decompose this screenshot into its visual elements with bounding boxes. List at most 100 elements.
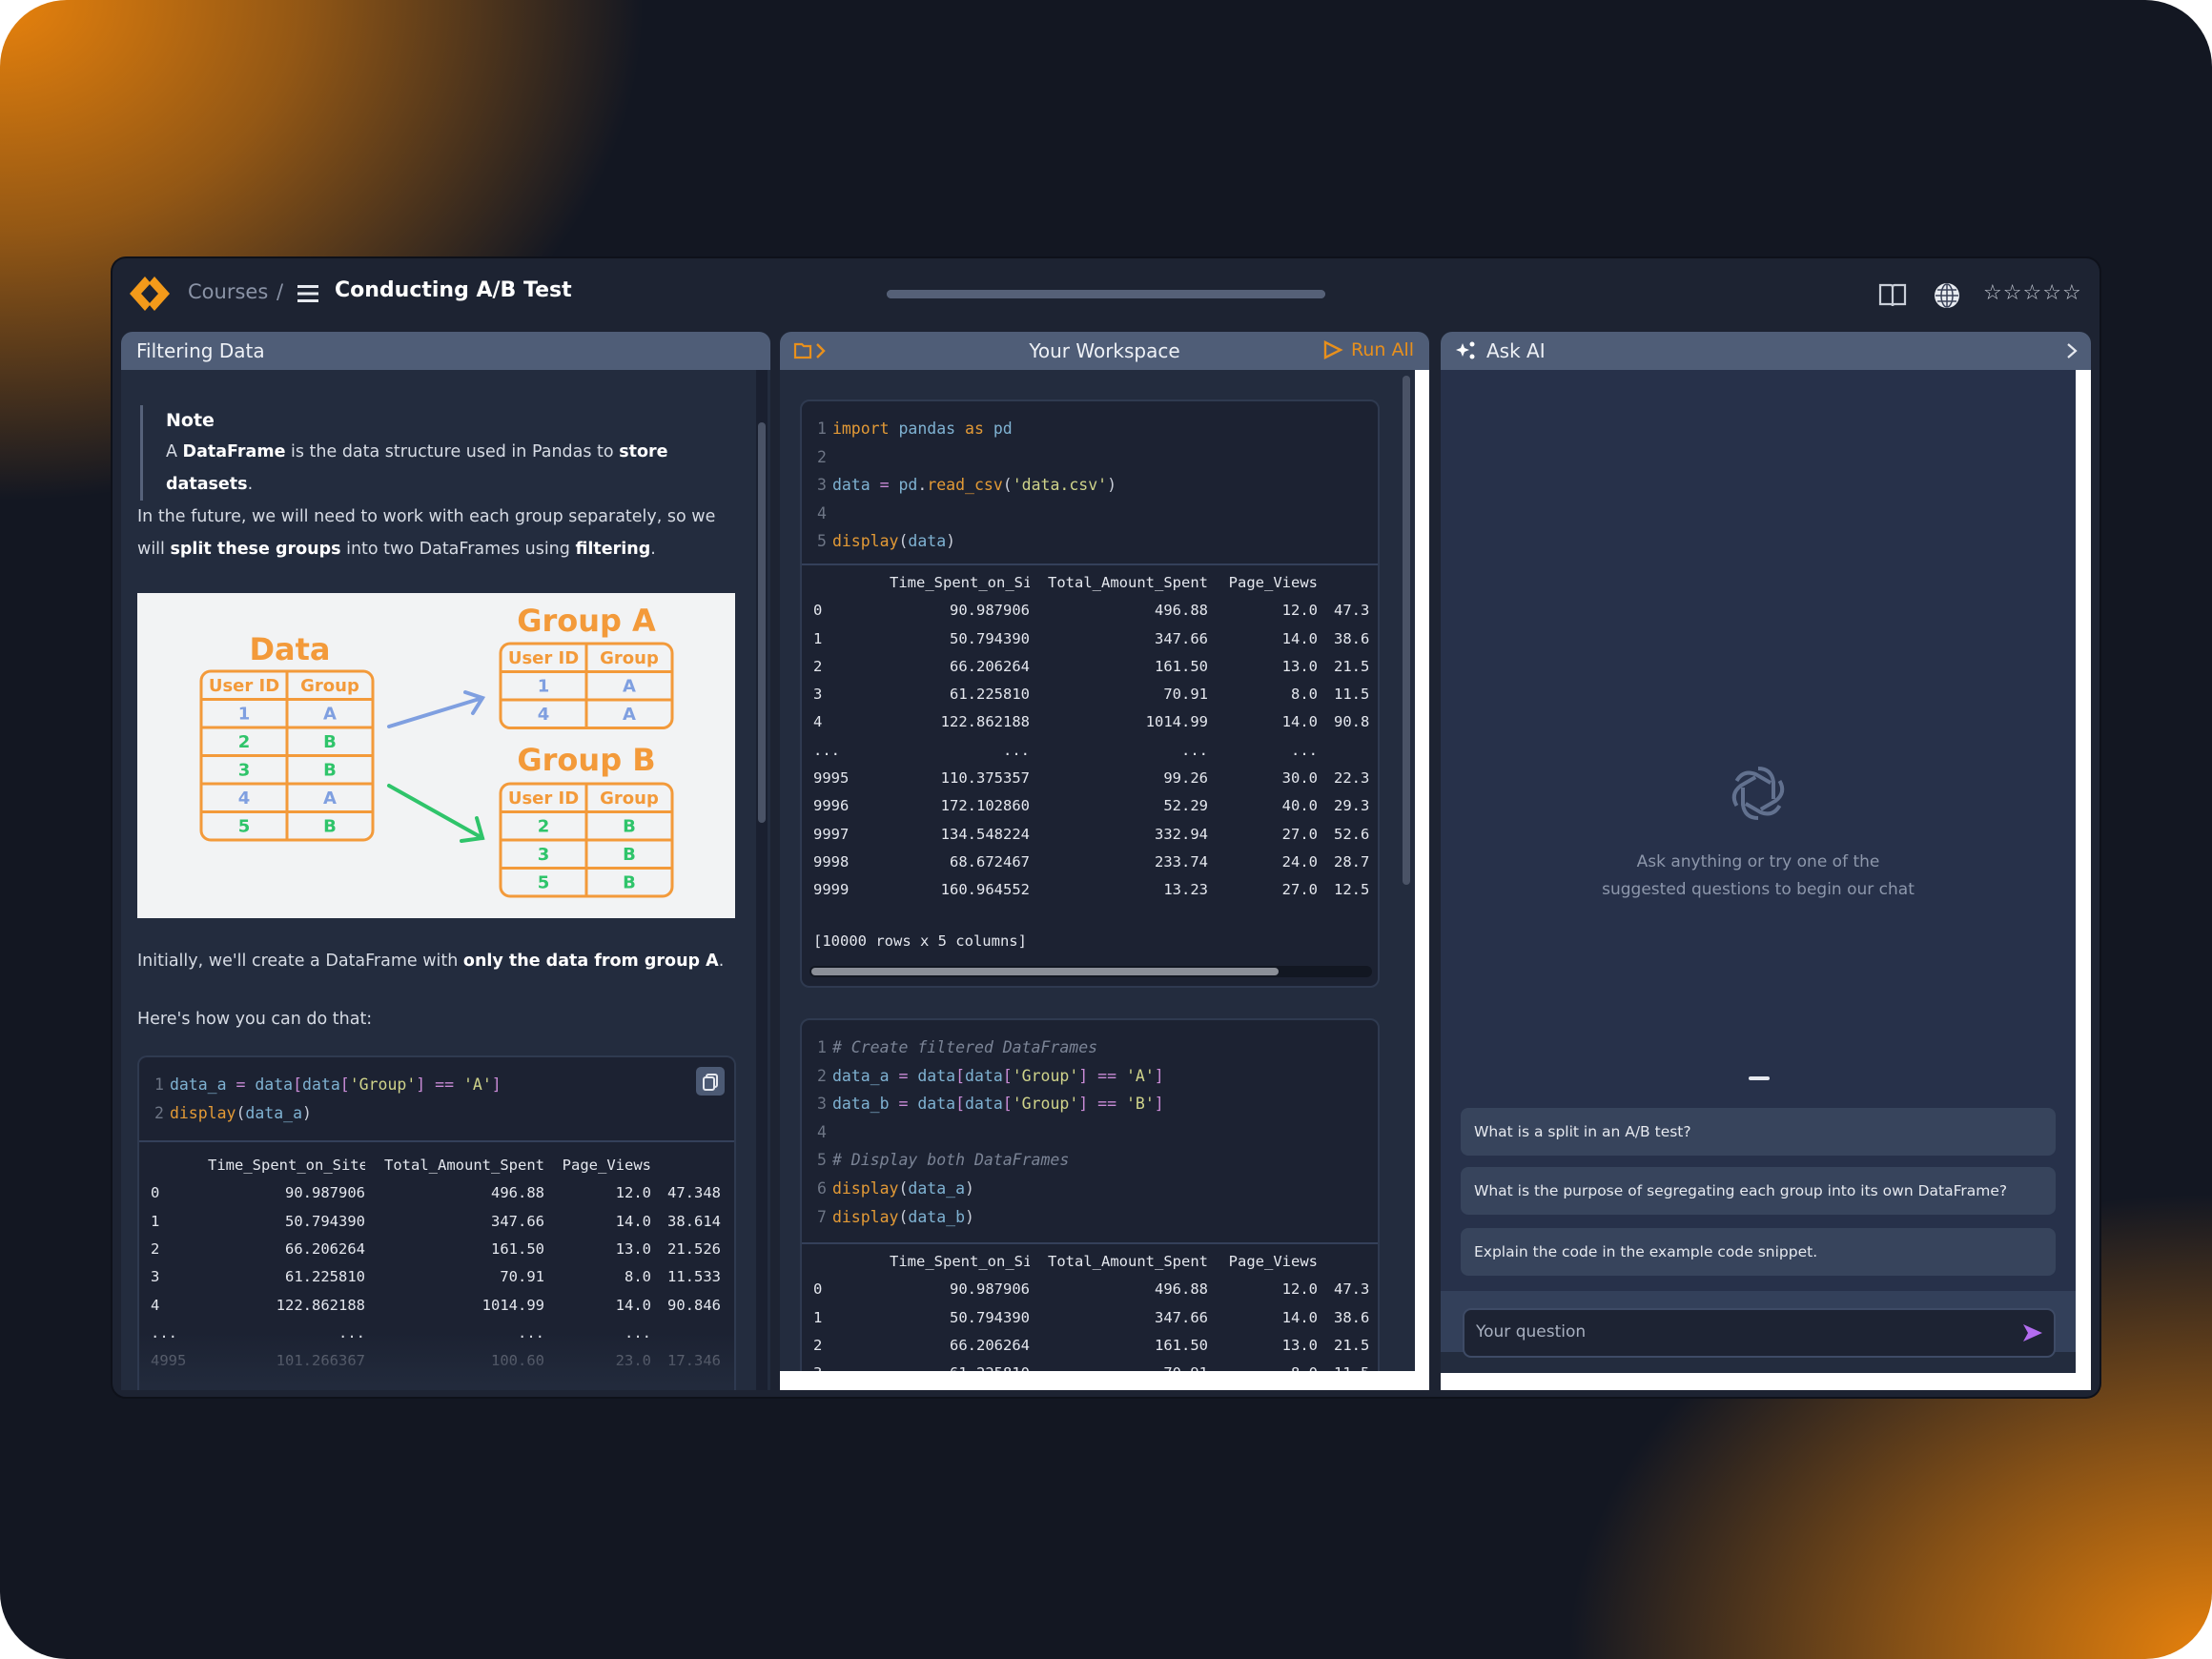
table-row: 9998 68.672467 233.74 24.0 28.7 [813, 849, 1369, 876]
table-cell: 14.0 [1281, 713, 1318, 731]
globe-icon[interactable] [1933, 281, 1961, 310]
book-icon[interactable] [1878, 282, 1907, 309]
code-line: 3 data = pd.read_csv('data.csv') [817, 471, 1362, 500]
code-token: data_a [245, 1103, 303, 1122]
table-cell: 9997 [813, 825, 850, 843]
diagram-cell: 2 [238, 732, 251, 752]
code-token: data_a [169, 1075, 227, 1094]
code-token: ( [898, 1207, 909, 1226]
suggested-question[interactable]: What is the purpose of segregating each … [1461, 1167, 2056, 1215]
send-icon[interactable] [2021, 1322, 2044, 1343]
code-token: [ [955, 1066, 966, 1085]
diagram-cell: B [323, 761, 337, 781]
table-header: Time_Spent_on_Site Total_Amount_Spent Page… [813, 1248, 1366, 1276]
note-callout: Note A DataFrame is the data structure u… [140, 405, 731, 501]
code-line: 4 [817, 500, 1362, 528]
star-icon[interactable]: ☆ [2002, 281, 2023, 305]
chat-empty-text: Ask anything or try one of the suggested… [1602, 852, 1915, 899]
table-cell [151, 1152, 208, 1179]
diagram-cell: 5 [538, 873, 550, 893]
output-footer: [10000 rows x 5 columns] [813, 932, 1027, 950]
table-cell: 47.3 [1334, 602, 1370, 620]
star-icon[interactable]: ☆ [1983, 281, 2003, 305]
output-horizontal-scrollbar[interactable] [809, 966, 1372, 977]
diagram-cell: 1 [538, 677, 550, 697]
code-token: data_a [908, 1178, 966, 1198]
table-row: 1 50.794390 347.66 14.0 38.6 [813, 625, 1369, 653]
workspace-header: Your Workspace Run All [780, 332, 1429, 370]
table-cell: 66.206264 [285, 1240, 365, 1259]
lesson-paragraph: Initially, we'll create a DataFrame with… [137, 952, 725, 971]
workspace-panel: Your Workspace Run All 1 import pandas as… [780, 332, 1429, 1390]
diagram-cell: B [323, 817, 337, 837]
table-row: 2 66.206264 161.50 13.0 21.526 [151, 1236, 723, 1263]
code-token: 'B' [1125, 1095, 1155, 1114]
menu-icon[interactable] [297, 283, 318, 304]
code-snippet[interactable]: 1 data_a = data[data['Group'] == 'A'] 2 dis… [139, 1057, 734, 1143]
lesson-header: Filtering Data [121, 332, 770, 370]
code-token: data [302, 1075, 340, 1094]
table-cell: 61.225810 [285, 1268, 365, 1286]
code-line: 1 # Create filtered DataFrames [817, 1034, 1362, 1062]
workspace-scrollbar-thumb[interactable] [1403, 376, 1410, 885]
code-token: . [917, 476, 928, 495]
code-token: data [255, 1075, 294, 1094]
frame-edge [1441, 1373, 2091, 1390]
table-cell: 3 [151, 1268, 160, 1286]
copy-button[interactable] [696, 1067, 725, 1096]
table-cell: 27.0 [1281, 881, 1318, 899]
fade-overlay [139, 1332, 734, 1390]
table-row: 9995 110.375357 99.26 30.0 22.3 [813, 765, 1369, 792]
code-token: data_b [831, 1095, 890, 1114]
cell-2-code[interactable]: 1 # Create filtered DataFrames 2 data_a = d… [802, 1020, 1378, 1244]
lesson-title: Filtering Data [136, 339, 265, 362]
run-all-button[interactable]: Run All [1322, 339, 1414, 360]
suggested-question[interactable]: What is a split in an A/B test? [1461, 1108, 2056, 1156]
diagram-cell: A [623, 677, 636, 697]
code-token: data [908, 532, 947, 551]
scrollbar-thumb[interactable] [811, 968, 1279, 975]
rating-stars[interactable]: ☆☆☆☆☆ [1983, 281, 2082, 305]
table-cell: 332.94 [1155, 825, 1208, 843]
code-line: 6 display(data_a) [817, 1175, 1362, 1203]
table-cell: Time_Spent_on_Site [890, 1253, 1030, 1270]
folder-icon[interactable] [793, 341, 831, 360]
chevron-right-icon[interactable] [2066, 342, 2078, 359]
table-cell: 68.672467 [950, 852, 1030, 870]
table-cell: 38.6 [1334, 1308, 1370, 1326]
table-cell: 9995 [813, 769, 850, 788]
table-cell: 28.7 [1334, 852, 1370, 870]
diagram-cell: B [623, 817, 636, 837]
star-icon[interactable]: ☆ [2042, 281, 2062, 305]
table-row: 4 122.862188 1014.99 14.0 90.8 [813, 708, 1369, 736]
suggested-question[interactable]: Explain the code in the example code sni… [1461, 1228, 2056, 1276]
code-token: ( [1002, 476, 1013, 495]
table-cell: 14.0 [615, 1296, 651, 1314]
cell-1-code[interactable]: 1 import pandas as pd 2 3 data = pd.read_csv… [802, 401, 1378, 565]
resize-handle[interactable] [1749, 1076, 1770, 1080]
code-token: ) [302, 1103, 312, 1122]
code-token: ] [491, 1075, 502, 1094]
code-token: ] [416, 1075, 426, 1094]
table-cell [1318, 569, 1378, 597]
logo-icon[interactable] [128, 275, 172, 313]
question-input[interactable]: Your question [1463, 1308, 2056, 1358]
code-token: import [831, 420, 890, 438]
table-cell: 11.533 [667, 1268, 721, 1286]
table-row: 0 90.987906 496.88 12.0 47.3 [813, 1276, 1369, 1303]
table-cell: 1 [813, 1308, 823, 1326]
table-cell: 9999 [813, 881, 850, 899]
table-cell: 161.50 [491, 1240, 544, 1259]
table-cell: 52.29 [1163, 797, 1208, 815]
star-icon[interactable]: ☆ [2022, 281, 2043, 305]
lesson-scrollbar-thumb[interactable] [758, 422, 766, 823]
diagram-cell: A [323, 705, 337, 725]
breadcrumb-courses[interactable]: Courses [188, 280, 269, 303]
table-cell: Total_Amount_Spent [1048, 574, 1208, 591]
star-icon[interactable]: ☆ [2061, 281, 2082, 305]
code-token: ( [236, 1103, 246, 1122]
table-row: 1 50.794390 347.66 14.0 38.614 [151, 1208, 723, 1236]
line-number: 2 [817, 1066, 827, 1085]
table-cell: 50.794390 [950, 629, 1030, 647]
code-line: 2 data_a = data[data['Group'] == 'A'] [817, 1062, 1362, 1091]
